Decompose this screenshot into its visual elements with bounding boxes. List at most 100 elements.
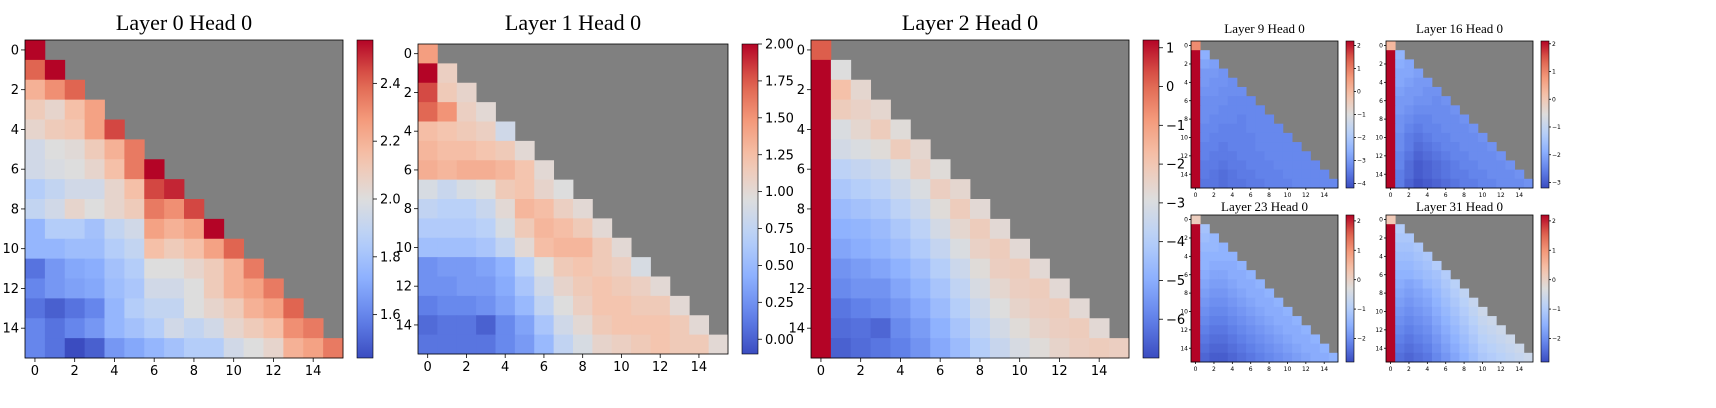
colorbar-tick-label: 2.0 <box>380 193 401 208</box>
heatmap-cell <box>1209 59 1219 69</box>
heatmap-cell <box>1422 77 1433 88</box>
heatmap-cell <box>1246 297 1256 308</box>
heatmap-cell <box>989 298 1011 319</box>
heatmap-cell <box>437 102 458 122</box>
x-tick-label: 12 <box>1302 192 1310 199</box>
heatmap-cell <box>64 278 86 299</box>
x-tick-label: 8 <box>1267 366 1271 373</box>
heatmap-cell <box>1200 114 1210 125</box>
heatmap-cell <box>1264 288 1275 299</box>
heatmap-cell <box>124 298 145 319</box>
heatmap-cell <box>1200 343 1210 354</box>
heatmap-cell <box>1200 59 1210 69</box>
heatmap-cell <box>1477 178 1488 189</box>
heatmap-cell <box>1413 270 1424 280</box>
heatmap-cell <box>573 295 593 316</box>
x-tick-label: 6 <box>936 364 944 379</box>
heatmap-cell <box>1431 105 1442 115</box>
heatmap-cell <box>1450 160 1460 171</box>
heatmap-cell <box>1441 105 1451 115</box>
heatmap-cell <box>1200 251 1210 262</box>
x-tick-label: 0 <box>31 364 39 379</box>
heatmap-cell <box>1209 297 1219 308</box>
heatmap-cell <box>1209 151 1219 161</box>
heatmap-cell <box>811 278 832 299</box>
heatmap-cell <box>1310 352 1321 363</box>
heatmap-cell <box>495 295 516 316</box>
heatmap-cell <box>1292 160 1302 171</box>
heatmap-cell <box>1227 325 1238 335</box>
heatmap-panel-5: Layer 23 Head 00 2 4 6 8 10 12 1402468101214210… <box>1180 199 1366 373</box>
heatmap-cell <box>930 298 951 319</box>
heatmap-cell <box>1487 343 1497 354</box>
heatmap-cell <box>1496 160 1506 171</box>
colorbar-tick-label: 0 <box>1166 80 1174 95</box>
heatmap-cell <box>25 119 46 140</box>
heatmap-cell <box>1422 169 1433 180</box>
heatmap-cell <box>1255 316 1265 326</box>
heatmap-cell <box>1292 334 1302 345</box>
heatmap-cell <box>534 276 555 297</box>
heatmap-cell <box>203 258 225 279</box>
heatmap-cell <box>1386 105 1396 115</box>
heatmap-cell <box>1404 151 1414 161</box>
heatmap-cell <box>84 318 105 339</box>
heatmap-cell <box>437 334 458 355</box>
heatmap-cell <box>1227 142 1238 152</box>
heatmap-cell <box>1404 169 1414 180</box>
heatmap-cell <box>830 278 852 299</box>
heatmap-cell <box>1255 142 1265 152</box>
heatmap-cell <box>1246 270 1256 280</box>
heatmap-cell <box>1395 178 1405 189</box>
heatmap-cell <box>1404 325 1414 335</box>
heatmap-cell <box>553 179 574 200</box>
heatmap-cell <box>283 298 304 319</box>
heatmap-cell <box>1431 86 1442 97</box>
heatmap-cell <box>1422 343 1433 354</box>
heatmap-cell <box>1487 352 1497 363</box>
heatmap-cell <box>1236 178 1247 189</box>
heatmap-cell <box>1386 297 1396 308</box>
heatmap-cell <box>1009 298 1031 319</box>
heatmap-cell <box>1441 169 1451 180</box>
heatmap-cell <box>970 298 991 319</box>
colorbar <box>1345 40 1355 189</box>
heatmap-cell <box>534 295 555 316</box>
heatmap-cell <box>910 278 931 299</box>
colorbar-tick-label: 1.8 <box>380 250 401 265</box>
heatmap-cell <box>1395 270 1405 280</box>
heatmap-cell <box>1459 178 1470 189</box>
heatmap-cell <box>1404 142 1414 152</box>
heatmap-cell <box>1282 151 1293 161</box>
heatmap-cell <box>1246 334 1256 345</box>
heatmap-cell <box>1459 160 1470 171</box>
heatmap-cell <box>1386 59 1396 69</box>
heatmap-cell <box>1395 86 1405 97</box>
heatmap-cell <box>1386 242 1396 253</box>
x-tick-label: 4 <box>1230 192 1234 199</box>
heatmap-cell <box>950 179 971 200</box>
heatmap-cell <box>1413 96 1424 106</box>
heatmap-cell <box>1459 343 1470 354</box>
heatmap-cell <box>44 238 66 260</box>
colorbar-tick-label: −4 <box>1166 235 1185 250</box>
heatmap-cell <box>1422 123 1433 134</box>
heatmap-cell <box>1246 142 1256 152</box>
heatmap-cell <box>930 159 951 180</box>
heatmap-cell <box>1477 306 1488 317</box>
heatmap-panel-6: Layer 31 Head 00 2 4 6 8 10 12 1402468101214210… <box>1375 199 1561 373</box>
x-tick-label: 6 <box>1249 192 1253 199</box>
heatmap-cell <box>1386 251 1396 262</box>
heatmap-cell <box>476 257 496 277</box>
heatmap-cell <box>1395 123 1405 134</box>
heatmap-cell <box>1404 86 1414 97</box>
y-tick-label: 14 <box>1375 345 1383 352</box>
heatmap-cell <box>437 140 458 161</box>
heatmap-cell <box>1395 151 1405 161</box>
heatmap-cell <box>1413 279 1424 289</box>
y-tick-label: 0 <box>797 43 805 58</box>
heatmap-cell <box>1255 178 1265 189</box>
heatmap-cell <box>1422 260 1433 271</box>
heatmap-cell <box>25 139 46 160</box>
